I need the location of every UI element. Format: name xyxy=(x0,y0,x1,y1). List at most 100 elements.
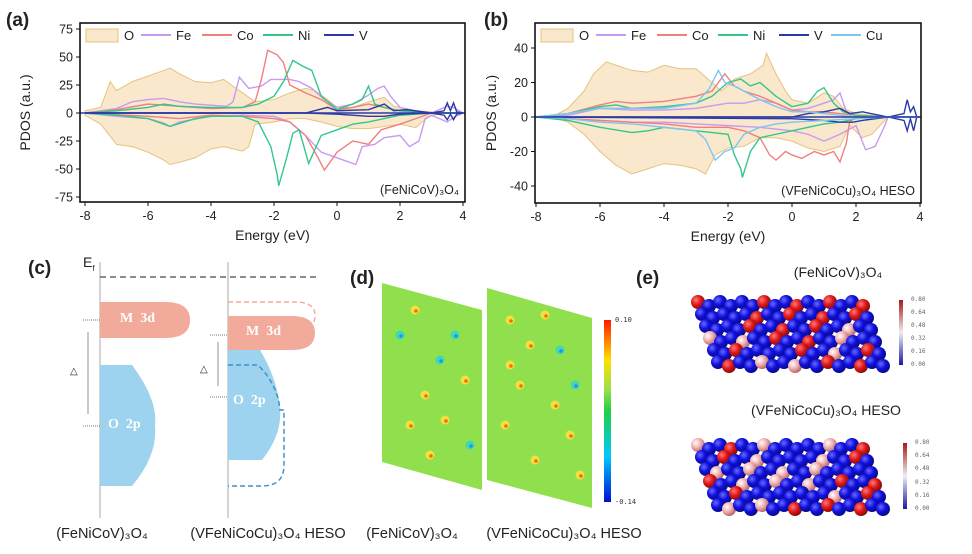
atom-low xyxy=(711,498,725,512)
series-Ni-down-line xyxy=(535,116,920,178)
delta-symbol-left: △ xyxy=(70,366,78,377)
model-title-top: (FeNiCoV)₃O₄ xyxy=(793,264,883,280)
x-tick-label: -8 xyxy=(530,210,541,224)
caption-d-right: (VFeNiCoCu)₃O₄ HESO xyxy=(486,526,642,542)
legend-label-Fe: Fe xyxy=(631,28,646,43)
panel-label-d: (d) xyxy=(350,268,375,289)
y-tick-label: 25 xyxy=(59,79,73,93)
atom-high xyxy=(835,331,849,345)
colorbar-e-tick-label: 0.00 xyxy=(915,505,930,512)
atom-low xyxy=(843,498,857,512)
atom-high xyxy=(788,502,802,516)
atom-low xyxy=(845,438,859,452)
atom-low xyxy=(695,307,709,321)
atom-high xyxy=(722,359,736,373)
atom-high xyxy=(743,462,757,476)
atom-high xyxy=(821,355,835,369)
series-Ni-up-line xyxy=(535,78,920,118)
colorbar-e-tick-label: 0.80 xyxy=(911,296,926,303)
charge-density-slices xyxy=(382,283,611,508)
atom-low xyxy=(805,307,819,321)
atom-high xyxy=(757,438,771,452)
atom-high xyxy=(823,438,837,452)
atom-low xyxy=(839,343,853,357)
atom-low xyxy=(766,502,780,516)
atom-low xyxy=(799,498,813,512)
y-tick-label: 0 xyxy=(521,111,528,125)
colorbar-e-tick-label: 0.00 xyxy=(911,361,926,368)
y-tick-label: -25 xyxy=(55,135,73,149)
atom-low xyxy=(831,319,845,333)
atom-low xyxy=(751,343,765,357)
atom-low xyxy=(725,474,739,488)
x-tick-label: 2 xyxy=(397,209,404,223)
o2p-band-left xyxy=(100,365,156,486)
charge-feature-core xyxy=(559,349,563,353)
atom-high xyxy=(729,343,743,357)
atom-low xyxy=(733,498,747,512)
atom-high xyxy=(755,355,769,369)
m3d-band-right xyxy=(228,316,315,350)
atom-low xyxy=(711,355,725,369)
atom-low xyxy=(876,502,890,516)
atom-low xyxy=(845,295,859,309)
series-V-up-line xyxy=(536,99,920,118)
legend-label-O: O xyxy=(579,28,589,43)
colorbar-e-top xyxy=(899,300,903,365)
atom-low xyxy=(699,319,713,333)
atom-high xyxy=(835,474,849,488)
y-tick-label: -20 xyxy=(510,145,528,159)
x-tick-label: 0 xyxy=(789,210,796,224)
panel-label-c: (c) xyxy=(28,258,52,279)
colorbar-e-tick-label: 0.16 xyxy=(915,491,930,499)
atom-low xyxy=(799,355,813,369)
atom-low xyxy=(751,486,765,500)
charge-feature-core xyxy=(534,459,538,463)
legend-label-Co: Co xyxy=(237,28,254,43)
series-Fe-down-line xyxy=(535,116,920,151)
charge-feature-core xyxy=(574,384,578,388)
charge-feature-core xyxy=(529,344,533,348)
charge-feature-core xyxy=(519,384,523,388)
panel-label-e: (e) xyxy=(636,268,660,289)
atom-low xyxy=(747,331,761,345)
atom-low xyxy=(817,343,831,357)
legend-label-Fe: Fe xyxy=(176,28,191,43)
series-O-area xyxy=(550,51,920,175)
y-tick-label: 50 xyxy=(59,51,73,65)
colorbar-e-bottom xyxy=(903,443,907,509)
legend-label-Ni: Ni xyxy=(298,28,310,43)
atom-high xyxy=(849,450,863,464)
charge-feature-core xyxy=(509,364,513,368)
atom-low xyxy=(876,359,890,373)
atom-low xyxy=(805,450,819,464)
x-tick-label: 4 xyxy=(917,210,924,224)
atom-high xyxy=(769,474,783,488)
atom-low xyxy=(765,319,779,333)
atom-low xyxy=(843,355,857,369)
atom-low xyxy=(783,450,797,464)
atom-low xyxy=(857,331,871,345)
atom-low xyxy=(721,462,735,476)
atom-high xyxy=(757,295,771,309)
charge-feature-core xyxy=(569,434,573,438)
atom-low xyxy=(761,450,775,464)
atom-high xyxy=(809,319,823,333)
y-tick-label: 75 xyxy=(59,23,73,37)
atom-low xyxy=(832,502,846,516)
x-tick-label: -2 xyxy=(722,210,733,224)
atom-low xyxy=(787,319,801,333)
atom-low xyxy=(779,295,793,309)
panel-label-b: (b) xyxy=(484,10,509,31)
y-tick-label: 0 xyxy=(66,107,73,121)
x-tick-label: -4 xyxy=(205,209,216,223)
legend-label-Ni: Ni xyxy=(753,28,765,43)
y-tick-label: -75 xyxy=(55,191,73,205)
colorbar-e-tick-label: 0.48 xyxy=(915,465,930,473)
atom-high xyxy=(729,486,743,500)
series-Co-down-line xyxy=(535,116,920,164)
atom-low xyxy=(853,462,867,476)
atom-high xyxy=(861,343,875,357)
o2p-label-left: O 2p xyxy=(108,417,141,432)
legend-label-V: V xyxy=(359,28,368,43)
